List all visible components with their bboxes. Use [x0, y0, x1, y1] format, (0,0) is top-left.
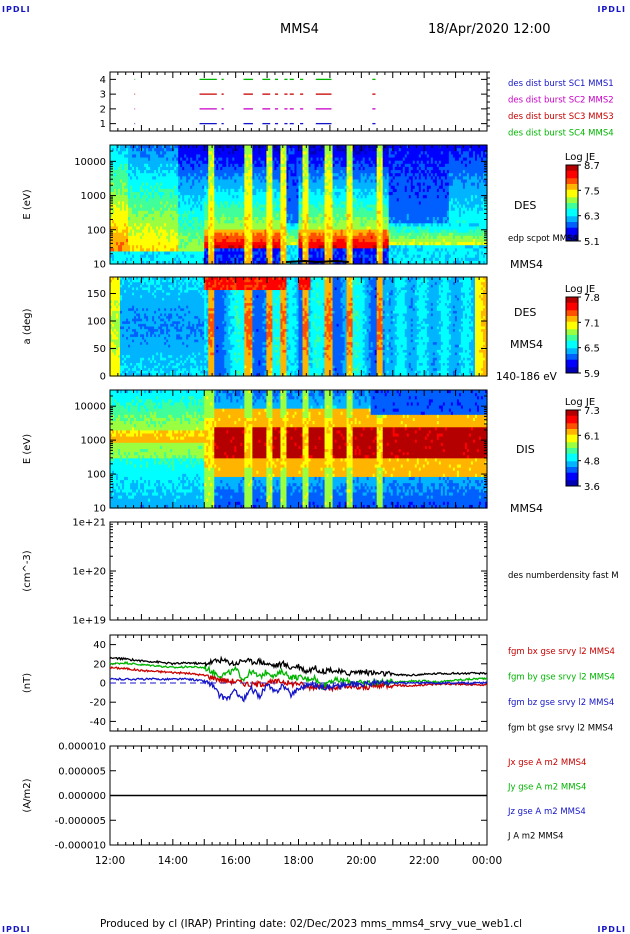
colorbar: [565, 164, 581, 242]
colorbar-tick-label: 4.8: [584, 457, 600, 468]
y-tick-label: -0.000005: [55, 816, 106, 827]
bfield-legend-label: fgm bz gse srvy l2 MMS4: [508, 698, 614, 708]
panel-tag: DES: [514, 199, 536, 212]
panel-tag: DIS: [516, 443, 535, 456]
panel-tag: MMS4: [510, 338, 543, 351]
time-tick-label: 14:00: [158, 855, 188, 867]
colorbar-tick-label: 7.1: [584, 318, 600, 329]
y-tick-label: 0.000010: [58, 742, 106, 753]
colorbar-tick-label: 5.1: [584, 237, 600, 248]
y-axis-label: (A/m2): [22, 778, 33, 812]
panel-burst-frame: [109, 71, 488, 132]
panel-tag: 140-186 eV: [496, 371, 558, 383]
datetime-title: 18/Apr/2020 12:00: [428, 22, 550, 37]
panel-tag: MMS4: [510, 502, 543, 515]
y-tick-label: 40: [93, 640, 106, 651]
bfield-legend-label: fgm bx gse srvy l2 MMS4: [508, 647, 615, 657]
burst-legend-label: des dist burst SC3 MMS3: [508, 112, 614, 122]
y-tick-label: 10000: [74, 402, 106, 413]
colorbar: [565, 296, 581, 374]
panel-tag: DES: [514, 306, 536, 319]
footer-text: Produced by cl (IRAP) Printing date: 02/…: [100, 918, 522, 930]
y-tick-label: 20: [93, 659, 106, 670]
des-pitch-heatmap: [110, 277, 488, 377]
bfield-legend-label: fgm by gse srvy l2 MMS4: [508, 673, 615, 683]
colorbar-title: Log JE: [565, 397, 595, 408]
current-legend-label: Jy gse A m2 MMS4: [507, 783, 586, 793]
corner-label-bottom-right: IPDLI: [597, 925, 626, 934]
y-tick-label: 50: [93, 344, 106, 355]
colorbar-tick-label: 7.3: [584, 406, 600, 417]
time-tick-label: 18:00: [283, 855, 313, 867]
time-tick-label: 22:00: [409, 855, 439, 867]
spacecraft-title: MMS4: [280, 22, 319, 37]
colorbar-tick-label: 3.6: [584, 482, 600, 493]
y-axis-label: (cm^-3): [22, 550, 33, 591]
dis-energy-heatmap: [110, 390, 488, 509]
colorbar-tick-label: 8.7: [584, 161, 600, 172]
burst-legend-label: des dist burst SC1 MMS1: [508, 79, 614, 89]
y-tick-label: 0: [100, 679, 106, 690]
y-tick-label: 1e+20: [72, 567, 106, 578]
burst-legend-label: des dist burst SC4 MMS4: [508, 129, 614, 139]
panel-tag: MMS4: [510, 258, 543, 271]
corner-label-bottom-left: IPDLI: [2, 925, 31, 934]
time-tick-label: 12:00: [95, 855, 125, 867]
colorbar-title: Log JE: [565, 284, 595, 295]
burst-legend-label: des dist burst SC2 MMS2: [508, 96, 614, 106]
y-axis-label: E (eV): [22, 434, 33, 464]
y-tick-label: 1e+21: [72, 518, 106, 529]
time-tick-label: 20:00: [346, 855, 376, 867]
y-tick-label: 10: [93, 504, 106, 515]
bfield-series-line: [109, 655, 488, 677]
current-legend-label: Jz gse A m2 MMS4: [507, 807, 586, 817]
y-tick-label: 0.000005: [58, 766, 106, 777]
colorbar-tick-label: 7.5: [584, 186, 600, 197]
y-tick-label: 4: [100, 75, 106, 86]
current-legend-label: J A m2 MMS4: [507, 832, 564, 842]
y-tick-label: 100: [87, 470, 106, 481]
current-legend-label: Jx gse A m2 MMS4: [507, 758, 586, 768]
panel-tag: edp scpot MMS4: [508, 234, 578, 244]
bfield-legend-label: fgm bt gse srvy l2 MMS4: [508, 724, 613, 734]
des-energy-heatmap: [110, 145, 488, 265]
y-tick-label: 100: [87, 225, 106, 236]
y-tick-label: 0.000000: [58, 791, 106, 802]
y-tick-label: 10000: [74, 157, 106, 168]
y-tick-label: -40: [90, 717, 106, 728]
bfield-series-line: [109, 661, 488, 691]
colorbar: [565, 409, 581, 487]
y-tick-label: 10: [93, 260, 106, 271]
bfield-series-line: [109, 677, 488, 703]
y-tick-label: 1000: [81, 436, 106, 447]
y-tick-label: 0: [100, 372, 106, 383]
colorbar-tick-label: 6.1: [584, 431, 600, 442]
y-axis-label: E (eV): [22, 189, 33, 219]
colorbar-title: Log JE: [565, 152, 595, 163]
y-axis-label: (nT): [22, 673, 33, 693]
y-tick-label: 1: [100, 119, 106, 130]
panel-density-frame: [109, 521, 488, 621]
colorbar-tick-label: 5.9: [584, 369, 600, 380]
corner-label-top-right: IPDLI: [597, 5, 626, 14]
colorbar-tick-label: 6.5: [584, 344, 600, 355]
y-tick-label: -20: [90, 698, 106, 709]
scpot-trace: [285, 259, 349, 264]
y-tick-label: 150: [87, 289, 106, 300]
bfield-series-line: [109, 665, 488, 693]
corner-label-top-left: IPDLI: [2, 5, 31, 14]
colorbar-tick-label: 6.3: [584, 212, 600, 223]
time-tick-label: 00:00: [472, 855, 502, 867]
y-tick-label: 2: [100, 104, 106, 115]
y-tick-label: 1000: [81, 191, 106, 202]
colorbar-tick-label: 7.8: [584, 293, 600, 304]
y-axis-label: a (deg): [22, 308, 33, 344]
y-tick-label: 1e+19: [72, 616, 106, 627]
y-tick-label: 3: [100, 90, 106, 101]
y-tick-label: 100: [87, 317, 106, 328]
y-tick-label: -0.000010: [55, 841, 106, 852]
density-legend-label: des numberdensity fast M: [508, 571, 619, 581]
time-tick-label: 16:00: [221, 855, 251, 867]
